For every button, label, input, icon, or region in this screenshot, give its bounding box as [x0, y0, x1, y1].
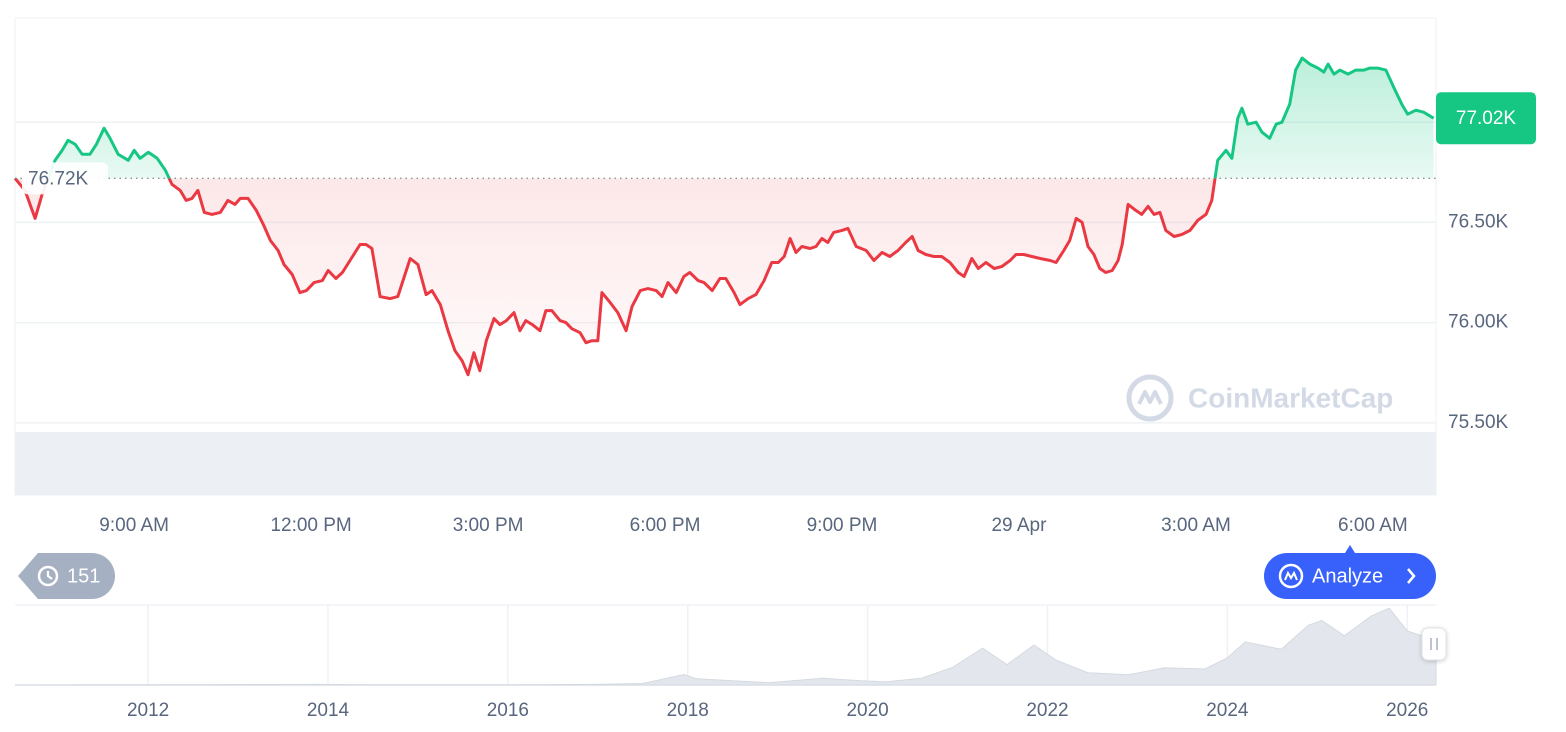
x-tick-label: 9:00 PM [807, 515, 878, 536]
volume-band [15, 432, 1436, 495]
x-tick-label: 29 Apr [991, 515, 1047, 536]
button-pointer [1345, 545, 1355, 553]
x-tick-label: 3:00 PM [453, 515, 524, 536]
history-icon [46, 571, 53, 580]
x-tick-label: 2018 [667, 700, 709, 721]
scroll-handle[interactable] [1421, 627, 1447, 661]
history-badge[interactable]: 151 [18, 553, 115, 599]
area-fill [15, 58, 1434, 375]
price-line [13, 56, 1435, 377]
x-tick-label: 9:00 AM [99, 515, 169, 536]
price-tag [1436, 92, 1536, 145]
badge-shape[interactable] [18, 553, 115, 599]
chevron [1407, 568, 1416, 584]
button-label[interactable]: Analyze [1312, 565, 1383, 587]
x-tick-label: 6:00 PM [630, 515, 701, 536]
x-tick-label: 2022 [1026, 700, 1068, 721]
y-tick-label: 76.00K [1448, 312, 1509, 333]
baseline-label-bg [22, 162, 108, 195]
analyze-icon [1278, 563, 1304, 589]
watermark: CoinMarketCap [1126, 374, 1393, 422]
button-shape[interactable] [1264, 553, 1436, 599]
handle-shape[interactable] [1421, 627, 1447, 661]
x-tick-label: 3:00 AM [1161, 515, 1231, 536]
x-tick-label: 6:00 AM [1338, 515, 1408, 536]
analyze-button[interactable]: Analyze [1264, 545, 1436, 599]
watermark-text: CoinMarketCap [1188, 382, 1393, 413]
history-count: 151 [67, 565, 100, 587]
x-tick-label: 2024 [1206, 700, 1249, 721]
x-tick-label: 2012 [127, 700, 169, 721]
x-tick-label: 2014 [307, 700, 350, 721]
y-tick-label: 75.50K [1448, 412, 1509, 433]
navigator: 2012 2014 2016 2018 2020 2022 2024 2026 [14, 604, 1447, 721]
price-tag-label: 77.02K [1456, 108, 1517, 129]
baseline-label: 76.72K [28, 168, 89, 189]
y-tick-label: 76.50K [1448, 211, 1509, 232]
x-tick-label: 2026 [1386, 700, 1428, 721]
nav-area [14, 607, 1437, 686]
x-tick-label: 2020 [846, 700, 888, 721]
x-tick-label: 12:00 PM [270, 515, 351, 536]
x-tick-label: 2016 [487, 700, 529, 721]
analyze-icon [1284, 570, 1298, 581]
history-icon [37, 565, 59, 587]
